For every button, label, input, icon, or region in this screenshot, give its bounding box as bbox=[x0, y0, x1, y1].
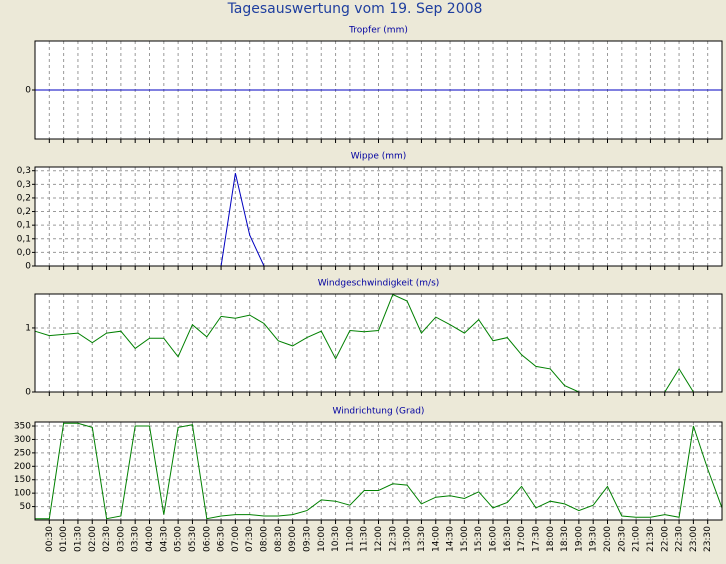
x-tick-label: 01:00 bbox=[59, 526, 69, 552]
x-tick-label: 04:00 bbox=[145, 526, 155, 552]
y-tick-label: 350 bbox=[14, 422, 31, 432]
x-tick-label: 18:30 bbox=[560, 526, 570, 552]
x-tick-label: 03:30 bbox=[131, 526, 141, 552]
x-tick-label: 19:30 bbox=[589, 526, 599, 552]
x-tick-label: 07:00 bbox=[231, 526, 241, 552]
x-tick-label: 02:00 bbox=[88, 526, 98, 552]
x-tick-label: 23:00 bbox=[689, 526, 699, 552]
x-tick-label: 05:00 bbox=[174, 526, 184, 552]
x-tick-label: 14:00 bbox=[431, 526, 441, 552]
x-tick-label: 11:30 bbox=[360, 526, 370, 552]
y-tick-label: 0,1 bbox=[17, 234, 31, 244]
y-tick-label: 150 bbox=[14, 475, 31, 485]
x-tick-label: 11:00 bbox=[345, 526, 355, 552]
x-tick-label: 13:00 bbox=[403, 526, 413, 552]
x-tick-label: 01:30 bbox=[73, 526, 83, 552]
x-tick-label: 08:00 bbox=[260, 526, 270, 552]
x-tick-label: 06:30 bbox=[217, 526, 227, 552]
x-tick-label: 22:30 bbox=[675, 526, 685, 552]
x-tick-label: 10:00 bbox=[317, 526, 327, 552]
x-tick-label: 22:00 bbox=[660, 526, 670, 552]
x-tick-label: 07:30 bbox=[245, 526, 255, 552]
x-tick-label: 16:30 bbox=[503, 526, 513, 552]
x-tick-label: 20:30 bbox=[617, 526, 627, 552]
y-tick-label: 0,1 bbox=[17, 221, 31, 231]
x-tick-label: 17:30 bbox=[531, 526, 541, 552]
y-tick-label: 0 bbox=[25, 262, 31, 272]
x-tick-label: 18:00 bbox=[546, 526, 556, 552]
x-tick-label: 04:30 bbox=[159, 526, 169, 552]
y-tick-label: 1 bbox=[25, 323, 31, 333]
y-tick-label: 200 bbox=[14, 462, 31, 472]
x-tick-label: 13:30 bbox=[417, 526, 427, 552]
x-tick-label: 14:30 bbox=[446, 526, 456, 552]
panel-title: Wippe (mm) bbox=[351, 152, 407, 162]
y-tick-label: 0,2 bbox=[17, 207, 31, 217]
y-tick-label: 0 bbox=[25, 86, 31, 96]
x-tick-label: 03:00 bbox=[116, 526, 126, 552]
data-line bbox=[35, 422, 723, 520]
page-title: Tagesauswertung vom 19. Sep 2008 bbox=[227, 1, 483, 17]
x-tick-label: 21:00 bbox=[632, 526, 642, 552]
x-tick-label: 16:00 bbox=[489, 526, 499, 552]
x-tick-label: 20:00 bbox=[603, 526, 613, 552]
x-tick-label: 15:30 bbox=[474, 526, 484, 552]
x-tick-label: 06:00 bbox=[202, 526, 212, 552]
plot-frame bbox=[34, 421, 723, 521]
panel-title: Tropfer (mm) bbox=[348, 26, 408, 36]
x-tick-label: 10:30 bbox=[331, 526, 341, 552]
plot-frame bbox=[34, 166, 723, 267]
y-tick-label: 0,0 bbox=[17, 248, 32, 258]
y-tick-label: 50 bbox=[20, 502, 32, 512]
y-tick-label: 0,3 bbox=[17, 166, 31, 176]
x-tick-label: 21:30 bbox=[646, 526, 656, 552]
x-tick-label: 15:00 bbox=[460, 526, 470, 552]
y-tick-label: 0 bbox=[25, 388, 31, 398]
panel-title: Windgeschwindigkeit (m/s) bbox=[318, 279, 440, 289]
x-tick-label: 12:00 bbox=[374, 526, 384, 552]
x-tick-label: 12:30 bbox=[388, 526, 398, 552]
x-tick-label: 05:30 bbox=[188, 526, 198, 552]
x-tick-label: 08:30 bbox=[274, 526, 284, 552]
x-tick-label: 09:00 bbox=[288, 526, 298, 552]
panel-title: Windrichtung (Grad) bbox=[333, 407, 425, 417]
plot-frame bbox=[34, 293, 723, 393]
x-tick-label: 02:30 bbox=[102, 526, 112, 552]
x-tick-label: 23:30 bbox=[703, 526, 713, 552]
y-tick-label: 0,3 bbox=[17, 180, 31, 190]
y-tick-label: 300 bbox=[14, 435, 31, 445]
x-tick-label: 09:30 bbox=[302, 526, 312, 552]
y-tick-label: 0,2 bbox=[17, 193, 31, 203]
x-tick-label: 19:00 bbox=[574, 526, 584, 552]
x-tick-label: 00:30 bbox=[45, 526, 55, 552]
y-tick-label: 250 bbox=[14, 448, 31, 458]
x-tick-label: 17:00 bbox=[517, 526, 527, 552]
plot-frame bbox=[34, 40, 723, 140]
y-tick-label: 100 bbox=[14, 489, 31, 499]
